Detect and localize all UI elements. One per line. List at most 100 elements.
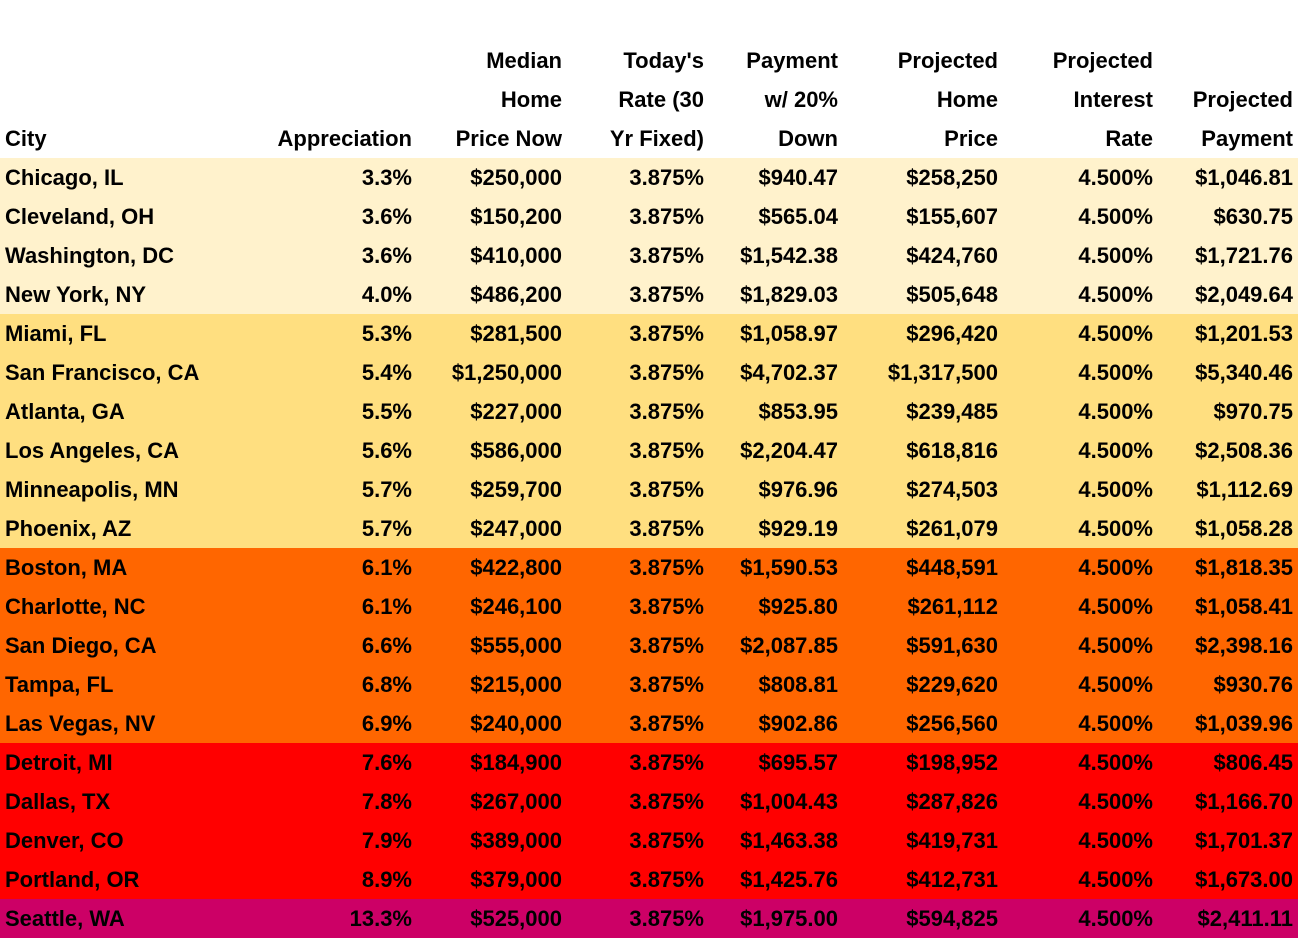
cell-city: San Francisco, CA bbox=[5, 360, 200, 385]
cell-projected-interest-rate: 4.500% bbox=[1078, 711, 1153, 736]
cell-projected-home-price: $229,620 bbox=[906, 672, 998, 697]
cell-projected-home-price: $258,250 bbox=[906, 165, 998, 190]
cell-payment: $1,058.97 bbox=[740, 321, 838, 346]
column-header-median-home-price: Median Home Price Now bbox=[417, 41, 567, 158]
cell-todays-rate: 3.875% bbox=[629, 867, 704, 892]
cell-projected-home-price: $239,485 bbox=[906, 399, 998, 424]
cell-median-home-price: $389,000 bbox=[470, 828, 562, 853]
cell-appreciation: 4.0% bbox=[361, 282, 412, 307]
cell-projected-interest-rate: 4.500% bbox=[1078, 243, 1153, 268]
cell-payment: $2,204.47 bbox=[740, 438, 838, 463]
cell-projected-home-price: $296,420 bbox=[906, 321, 998, 346]
cell-appreciation: 13.3% bbox=[349, 906, 412, 931]
cell-median-home-price: $486,200 bbox=[470, 282, 562, 307]
cell-payment: $1,463.38 bbox=[740, 828, 838, 853]
cell-projected-home-price: $591,630 bbox=[906, 633, 998, 658]
cell-projected-home-price: $287,826 bbox=[906, 789, 998, 814]
cell-todays-rate: 3.875% bbox=[629, 789, 704, 814]
cell-appreciation: 5.6% bbox=[361, 438, 412, 463]
cell-median-home-price: $247,000 bbox=[470, 516, 562, 541]
cell-payment: $1,975.00 bbox=[740, 906, 838, 931]
cell-projected-payment: $930.76 bbox=[1213, 672, 1293, 697]
cell-projected-interest-rate: 4.500% bbox=[1078, 516, 1153, 541]
table-row: Tampa, FL 6.8% $215,000 3.875% $808.81 $229,6… bbox=[0, 665, 1298, 704]
header-row: City Appreciation Median Home Price Now Today… bbox=[0, 41, 1298, 158]
column-header-line: Payment bbox=[1201, 126, 1293, 151]
cell-projected-interest-rate: 4.500% bbox=[1078, 828, 1153, 853]
cell-median-home-price: $250,000 bbox=[470, 165, 562, 190]
cell-projected-home-price: $448,591 bbox=[906, 555, 998, 580]
cell-projected-interest-rate: 4.500% bbox=[1078, 906, 1153, 931]
column-header-line: City bbox=[5, 126, 47, 151]
column-header-projected-interest-rate: Projected Interest Rate bbox=[1003, 41, 1158, 158]
cell-todays-rate: 3.875% bbox=[629, 243, 704, 268]
cell-median-home-price: $379,000 bbox=[470, 867, 562, 892]
cell-city: Detroit, MI bbox=[5, 750, 113, 775]
cell-projected-home-price: $505,648 bbox=[906, 282, 998, 307]
cell-payment: $565.04 bbox=[758, 204, 838, 229]
cell-city: New York, NY bbox=[5, 282, 147, 307]
cell-city: Los Angeles, CA bbox=[5, 438, 179, 463]
table-row: Minneapolis, MN 5.7% $259,700 3.875% $976.96… bbox=[0, 470, 1298, 509]
cell-projected-interest-rate: 4.500% bbox=[1078, 594, 1153, 619]
cell-payment: $1,542.38 bbox=[740, 243, 838, 268]
cell-median-home-price: $422,800 bbox=[470, 555, 562, 580]
cell-projected-home-price: $618,816 bbox=[906, 438, 998, 463]
cell-todays-rate: 3.875% bbox=[629, 516, 704, 541]
cell-projected-home-price: $256,560 bbox=[906, 711, 998, 736]
cell-median-home-price: $215,000 bbox=[470, 672, 562, 697]
cell-payment: $1,829.03 bbox=[740, 282, 838, 307]
cell-median-home-price: $227,000 bbox=[470, 399, 562, 424]
cell-appreciation: 6.9% bbox=[361, 711, 412, 736]
cell-projected-interest-rate: 4.500% bbox=[1078, 399, 1153, 424]
cell-city: Boston, MA bbox=[5, 555, 128, 580]
cell-appreciation: 3.3% bbox=[361, 165, 412, 190]
cell-projected-payment: $1,039.96 bbox=[1195, 711, 1293, 736]
cell-projected-payment: $2,508.36 bbox=[1195, 438, 1293, 463]
column-header-line: Payment bbox=[746, 48, 838, 73]
housing-table: City Appreciation Median Home Price Now Today… bbox=[0, 41, 1298, 938]
cell-payment: $808.81 bbox=[758, 672, 838, 697]
cell-projected-home-price: $261,079 bbox=[906, 516, 998, 541]
table-row: Denver, CO 7.9% $389,000 3.875% $1,463.38 $41… bbox=[0, 821, 1298, 860]
column-header-payment: Payment w/ 20% Down bbox=[709, 41, 843, 158]
cell-median-home-price: $1,250,000 bbox=[451, 360, 562, 385]
cell-projected-payment: $1,201.53 bbox=[1195, 321, 1293, 346]
cell-projected-payment: $1,818.35 bbox=[1195, 555, 1293, 580]
table-row: New York, NY 4.0% $486,200 3.875% $1,829.03 $… bbox=[0, 275, 1298, 314]
cell-median-home-price: $555,000 bbox=[470, 633, 562, 658]
cell-appreciation: 6.1% bbox=[361, 555, 412, 580]
table-row: Portland, OR 8.9% $379,000 3.875% $1,425.76 $… bbox=[0, 860, 1298, 899]
cell-appreciation: 5.5% bbox=[361, 399, 412, 424]
cell-projected-home-price: $594,825 bbox=[906, 906, 998, 931]
cell-payment: $925.80 bbox=[758, 594, 838, 619]
cell-appreciation: 3.6% bbox=[361, 243, 412, 268]
cell-city: Miami, FL bbox=[5, 321, 107, 346]
cell-projected-interest-rate: 4.500% bbox=[1078, 360, 1153, 385]
cell-appreciation: 6.8% bbox=[361, 672, 412, 697]
cell-todays-rate: 3.875% bbox=[629, 906, 704, 931]
table-row: Dallas, TX 7.8% $267,000 3.875% $1,004.43 $28… bbox=[0, 782, 1298, 821]
cell-median-home-price: $184,900 bbox=[470, 750, 562, 775]
cell-payment: $2,087.85 bbox=[740, 633, 838, 658]
cell-median-home-price: $240,000 bbox=[470, 711, 562, 736]
cell-todays-rate: 3.875% bbox=[629, 594, 704, 619]
cell-payment: $853.95 bbox=[758, 399, 838, 424]
cell-city: Las Vegas, NV bbox=[5, 711, 156, 736]
cell-city: Charlotte, NC bbox=[5, 594, 146, 619]
cell-median-home-price: $259,700 bbox=[470, 477, 562, 502]
cell-payment: $1,425.76 bbox=[740, 867, 838, 892]
column-header-line: Home bbox=[936, 87, 998, 112]
cell-median-home-price: $246,100 bbox=[470, 594, 562, 619]
cell-appreciation: 6.6% bbox=[361, 633, 412, 658]
cell-projected-payment: $630.75 bbox=[1213, 204, 1293, 229]
cell-todays-rate: 3.875% bbox=[629, 399, 704, 424]
cell-projected-home-price: $274,503 bbox=[906, 477, 998, 502]
column-header-city: City bbox=[0, 41, 247, 158]
column-header-todays-rate: Today's Rate (30 Yr Fixed) bbox=[567, 41, 709, 158]
cell-projected-payment: $2,411.11 bbox=[1197, 906, 1293, 931]
cell-city: San Diego, CA bbox=[5, 633, 157, 658]
cell-todays-rate: 3.875% bbox=[629, 282, 704, 307]
table-row: San Francisco, CA 5.4% $1,250,000 3.875% $4,… bbox=[0, 353, 1298, 392]
column-header-appreciation: Appreciation bbox=[247, 41, 417, 158]
